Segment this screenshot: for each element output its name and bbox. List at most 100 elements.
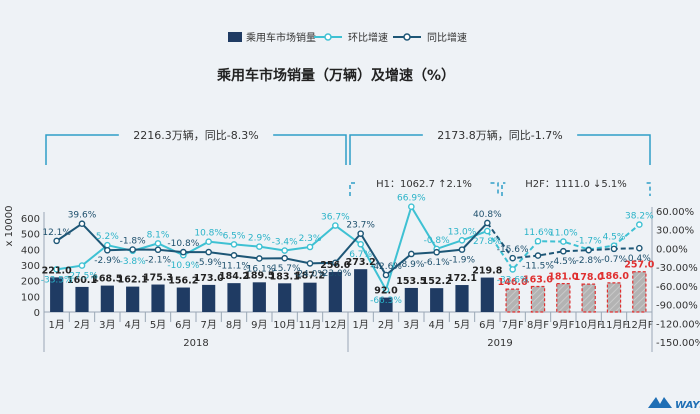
yoy-value-label: 23.7% bbox=[346, 221, 375, 231]
yoy-point bbox=[180, 248, 187, 256]
data-labels: 221.0160.1168.5162.1175.3156.2173.0184.2… bbox=[41, 194, 655, 306]
yoy-line-actual bbox=[56, 222, 489, 277]
x-category-label: 5月 bbox=[150, 319, 166, 331]
mom-point bbox=[382, 286, 390, 294]
sales-value-label: 257.0 bbox=[624, 260, 654, 271]
mom-value-label: 36.7% bbox=[321, 213, 350, 223]
sales-value-label: 175.3 bbox=[143, 273, 173, 284]
yoy-point bbox=[306, 260, 314, 267]
yoy-value-label: -11.5% bbox=[522, 262, 554, 272]
mom-value-label: 66.9% bbox=[397, 194, 426, 204]
sales-bar bbox=[252, 282, 266, 312]
yoy-value-label: -15.6% bbox=[497, 245, 529, 255]
x-year-label: 2018 bbox=[183, 338, 208, 349]
legend-label-mom: 环比增速 bbox=[348, 31, 388, 44]
sales-value-label: 273.2 bbox=[346, 257, 376, 268]
sales-bar bbox=[530, 285, 546, 313]
x-category-label: 10月 bbox=[273, 319, 296, 331]
yoy-value-label: -15.7% bbox=[269, 264, 301, 274]
annotation-bracket bbox=[349, 182, 358, 196]
x-category-label: 4月 bbox=[124, 319, 140, 331]
sales-value-label: 153.5 bbox=[396, 276, 426, 287]
sales-value-label: 256.0 bbox=[320, 260, 350, 271]
left-tick-label: 600 bbox=[21, 214, 40, 225]
legend-label-yoy: 同比增速 bbox=[427, 31, 467, 44]
sales-value-label: 186.0 bbox=[599, 271, 629, 282]
annotation-bracket bbox=[273, 134, 347, 165]
mom-value-label: -33.6% bbox=[497, 275, 529, 285]
right-tick-label: -90.00% bbox=[656, 301, 698, 312]
x-category-label: 8月 bbox=[226, 319, 242, 331]
yoy-point bbox=[129, 246, 136, 253]
x-category-label: 6月 bbox=[175, 319, 191, 331]
mom-value-label: 6.7% bbox=[349, 250, 372, 260]
annotation-bracket bbox=[45, 134, 119, 165]
mom-point bbox=[205, 238, 212, 245]
right-tick-label: -150.00% bbox=[656, 338, 700, 349]
yoy-point bbox=[53, 237, 60, 245]
mom-point bbox=[230, 241, 238, 248]
mom-value-label: -10.9% bbox=[167, 261, 199, 271]
sales-bar bbox=[151, 284, 165, 312]
yoy-point bbox=[382, 271, 390, 279]
mom-point bbox=[357, 240, 364, 248]
yoy-point bbox=[281, 254, 288, 262]
mom-point bbox=[78, 262, 86, 269]
x-category-label: 11月 bbox=[299, 319, 322, 331]
sales-value-label: 160.1 bbox=[67, 275, 97, 286]
left-tick-label: 200 bbox=[21, 277, 40, 288]
annotation-bracket bbox=[646, 182, 651, 196]
yoy-point bbox=[433, 248, 440, 256]
yoy-point bbox=[230, 252, 238, 259]
sales-value-label: 92.0 bbox=[374, 286, 398, 297]
annotation-text: 2173.8万辆，同比-1.7% bbox=[437, 128, 562, 142]
mom-value-label: -33.5% bbox=[41, 275, 73, 285]
yoy-point bbox=[205, 248, 212, 256]
yoy-value-label: -5.9% bbox=[196, 258, 223, 268]
sales-bar bbox=[455, 285, 469, 312]
sales-value-label: 173.0 bbox=[194, 273, 224, 284]
yoy-point bbox=[484, 219, 491, 227]
sales-bar bbox=[379, 297, 393, 312]
x-category-label: 3月 bbox=[99, 319, 115, 331]
mom-point bbox=[154, 240, 162, 247]
legend: 乘用车市场销量 环比增速 同比增速 bbox=[228, 31, 467, 44]
mom-value-label: 8.1% bbox=[147, 230, 170, 240]
x-category-label: 1月 bbox=[48, 319, 64, 331]
sales-bar bbox=[404, 287, 418, 312]
yoy-point bbox=[560, 247, 567, 255]
x-category-label: 1月 bbox=[352, 319, 368, 331]
sales-bars bbox=[50, 269, 647, 313]
yoy-value-label: -16.1% bbox=[243, 264, 275, 274]
left-tick-label: 100 bbox=[21, 292, 40, 303]
yoy-value-label: -24.0% bbox=[294, 269, 326, 279]
sales-bar bbox=[303, 282, 317, 312]
y-axis-label: x 10000 bbox=[4, 206, 15, 247]
yoy-value-label: -10.8% bbox=[167, 239, 199, 249]
sales-bar bbox=[430, 288, 444, 312]
left-tick-label: 300 bbox=[21, 261, 40, 272]
yoy-value-label: -23.0% bbox=[319, 269, 351, 279]
yoy-value-label: -6.1% bbox=[424, 258, 451, 268]
ways-logo: WAYS bbox=[648, 397, 700, 411]
yoy-value-label: -0.7% bbox=[601, 255, 628, 265]
x-category-label: 12月 bbox=[324, 319, 347, 331]
x-category-label: 2月 bbox=[378, 319, 394, 331]
sales-bar bbox=[75, 286, 89, 312]
sales-value-label: 183.1 bbox=[270, 271, 300, 282]
x-category-label: 9月F bbox=[552, 319, 574, 331]
yoy-value-label: 0.4% bbox=[628, 254, 651, 264]
sales-value-label: 219.8 bbox=[472, 266, 502, 277]
ways-logo-mark bbox=[648, 397, 672, 408]
mom-point bbox=[484, 227, 491, 235]
mom-point bbox=[534, 237, 542, 245]
sales-bar bbox=[278, 283, 292, 312]
mom-value-label: -66.3% bbox=[370, 296, 402, 306]
sales-value-label: 221.0 bbox=[42, 265, 72, 276]
annotation-text: H2F：1111.0 ↓5.1% bbox=[525, 179, 627, 190]
sales-bar bbox=[202, 284, 216, 312]
mom-point bbox=[509, 266, 516, 273]
mom-value-label: -0.8% bbox=[424, 236, 451, 246]
sales-value-label: 181.0 bbox=[548, 272, 578, 283]
